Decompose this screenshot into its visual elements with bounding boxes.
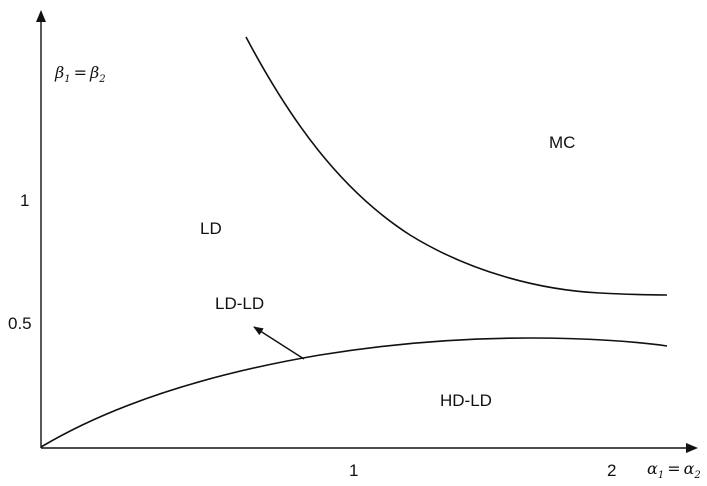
x-label-sub-2: 2	[693, 470, 700, 481]
y-label-greek-2: β	[89, 63, 99, 82]
y-label-sub-2: 2	[98, 74, 105, 85]
y-tick-0-5: 0.5	[8, 314, 32, 333]
x-label-greek-1: α	[647, 459, 658, 478]
y-tick-1: 1	[20, 191, 29, 210]
y-axis-arrow-icon	[36, 10, 46, 22]
x-label-greek-2: α	[684, 459, 695, 478]
ld-mc-boundary-curve	[245, 36, 668, 296]
x-tick-1: 1	[349, 461, 358, 480]
region-label-hd-ld: HD-LD	[440, 391, 492, 410]
x-label-sub-1: 1	[658, 470, 664, 481]
ld-hdld-boundary-curve	[40, 337, 668, 448]
y-axis-label: β1 = β2	[54, 63, 106, 85]
region-label-ld-ld: LD-LD	[215, 294, 264, 313]
region-label-ld: LD	[200, 219, 222, 238]
y-label-greek-1: β	[54, 63, 64, 82]
y-label-eq: =	[74, 63, 87, 82]
x-axis-arrow-icon	[686, 443, 698, 453]
region-label-mc: MC	[549, 133, 575, 152]
x-axis-label: α1 = α2	[647, 459, 701, 481]
ld-ld-pointer-arrow	[253, 326, 305, 360]
x-label-eq: =	[667, 459, 680, 478]
x-tick-2: 2	[607, 461, 616, 480]
y-label-sub-1: 1	[64, 74, 70, 85]
